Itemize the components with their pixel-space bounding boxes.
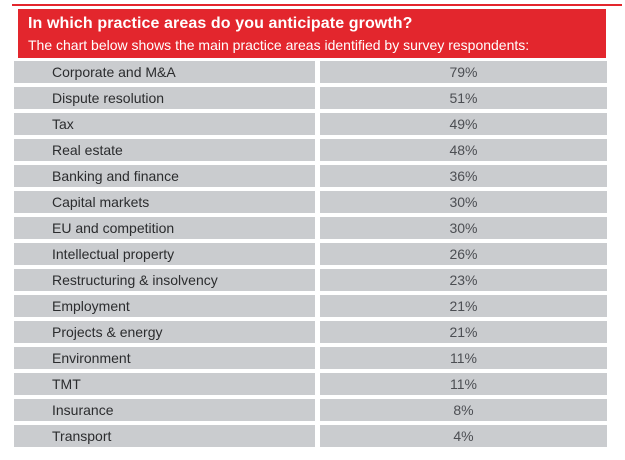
practice-area-label: Intellectual property xyxy=(14,243,315,265)
practice-area-label: Banking and finance xyxy=(14,165,315,187)
top-divider-rule xyxy=(12,4,622,6)
page-subtitle: The chart below shows the main practice … xyxy=(28,37,530,53)
table-row: EU and competition 30% xyxy=(14,217,607,239)
practice-area-percentage: 23% xyxy=(320,269,607,291)
practice-area-label: Real estate xyxy=(14,139,315,161)
practice-area-percentage: 26% xyxy=(320,243,607,265)
practice-area-percentage: 79% xyxy=(320,61,607,83)
practice-area-label: Restructuring & insolvency xyxy=(14,269,315,291)
practice-areas-table: Corporate and M&A 79% Dispute resolution… xyxy=(14,61,607,451)
table-row: Transport 4% xyxy=(14,425,607,447)
table-row: Tax 49% xyxy=(14,113,607,135)
practice-area-percentage: 11% xyxy=(320,347,607,369)
practice-area-percentage: 4% xyxy=(320,425,607,447)
practice-area-percentage: 36% xyxy=(320,165,607,187)
table-row: Corporate and M&A 79% xyxy=(14,61,607,83)
chart-header: In which practice areas do you anticipat… xyxy=(18,9,606,58)
practice-area-label: TMT xyxy=(14,373,315,395)
practice-area-label: Insurance xyxy=(14,399,315,421)
table-row: Real estate 48% xyxy=(14,139,607,161)
practice-area-percentage: 49% xyxy=(320,113,607,135)
practice-area-label: Capital markets xyxy=(14,191,315,213)
table-row: Intellectual property 26% xyxy=(14,243,607,265)
practice-area-percentage: 48% xyxy=(320,139,607,161)
table-row: Restructuring & insolvency 23% xyxy=(14,269,607,291)
practice-area-label: EU and competition xyxy=(14,217,315,239)
table-row: TMT 11% xyxy=(14,373,607,395)
practice-area-label: Employment xyxy=(14,295,315,317)
table-row: Projects & energy 21% xyxy=(14,321,607,343)
practice-area-label: Environment xyxy=(14,347,315,369)
practice-area-percentage: 30% xyxy=(320,217,607,239)
table-row: Banking and finance 36% xyxy=(14,165,607,187)
practice-area-label: Transport xyxy=(14,425,315,447)
practice-area-percentage: 21% xyxy=(320,321,607,343)
table-row: Environment 11% xyxy=(14,347,607,369)
page-title: In which practice areas do you anticipat… xyxy=(28,15,413,32)
practice-area-label: Corporate and M&A xyxy=(14,61,315,83)
table-row: Capital markets 30% xyxy=(14,191,607,213)
table-row: Dispute resolution 51% xyxy=(14,87,607,109)
practice-area-label: Dispute resolution xyxy=(14,87,315,109)
table-row: Insurance 8% xyxy=(14,399,607,421)
practice-area-percentage: 11% xyxy=(320,373,607,395)
practice-area-label: Projects & energy xyxy=(14,321,315,343)
practice-area-percentage: 8% xyxy=(320,399,607,421)
practice-area-label: Tax xyxy=(14,113,315,135)
table-row: Employment 21% xyxy=(14,295,607,317)
practice-area-percentage: 51% xyxy=(320,87,607,109)
practice-area-percentage: 21% xyxy=(320,295,607,317)
practice-area-percentage: 30% xyxy=(320,191,607,213)
